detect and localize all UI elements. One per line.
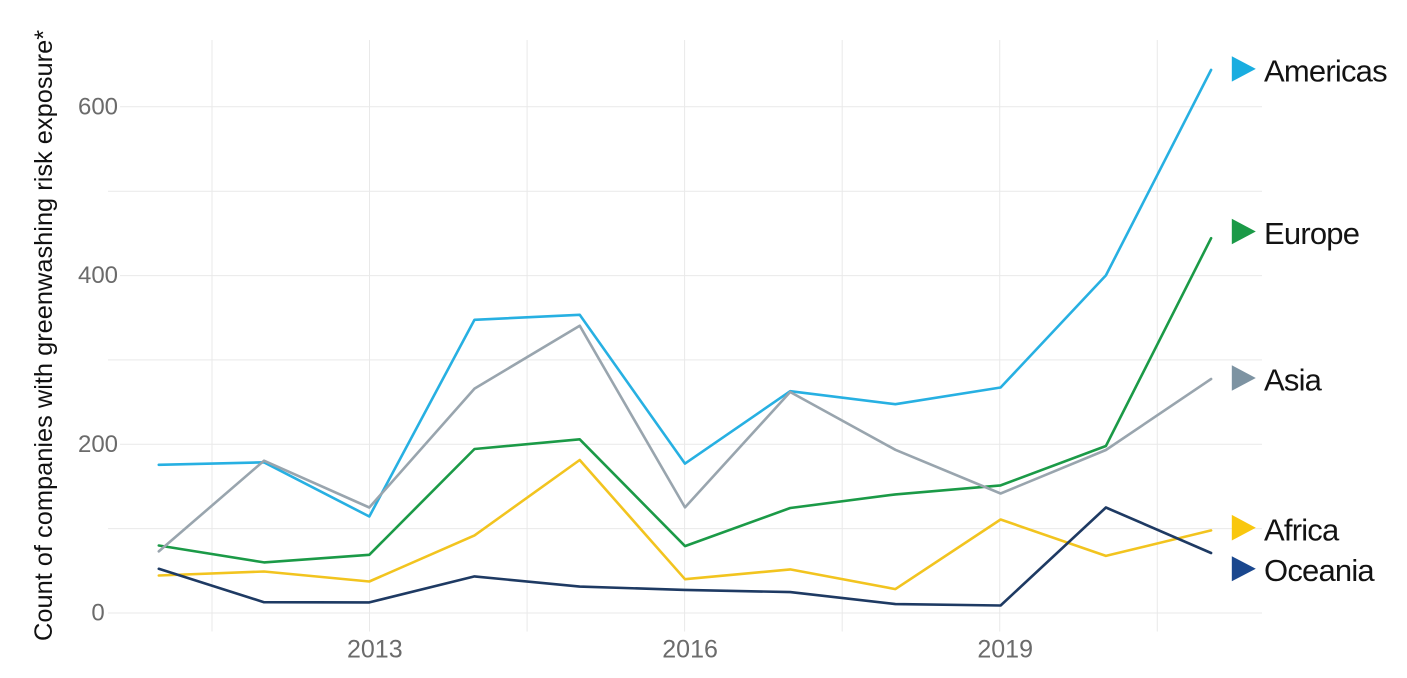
svg-text:400: 400: [78, 262, 118, 289]
svg-text:Americas: Americas: [1264, 54, 1387, 89]
svg-text:0: 0: [91, 600, 104, 627]
svg-text:Count of companies with greenw: Count of companies with greenwashing ris…: [30, 30, 58, 641]
svg-text:2016: 2016: [662, 636, 718, 664]
svg-text:2019: 2019: [977, 636, 1033, 664]
svg-text:200: 200: [78, 431, 118, 458]
svg-text:Asia: Asia: [1264, 363, 1323, 398]
svg-text:Africa: Africa: [1264, 512, 1340, 547]
svg-text:Oceania: Oceania: [1264, 553, 1375, 588]
svg-text:2013: 2013: [347, 636, 403, 664]
svg-text:600: 600: [78, 93, 118, 120]
svg-text:Europe: Europe: [1264, 216, 1359, 251]
